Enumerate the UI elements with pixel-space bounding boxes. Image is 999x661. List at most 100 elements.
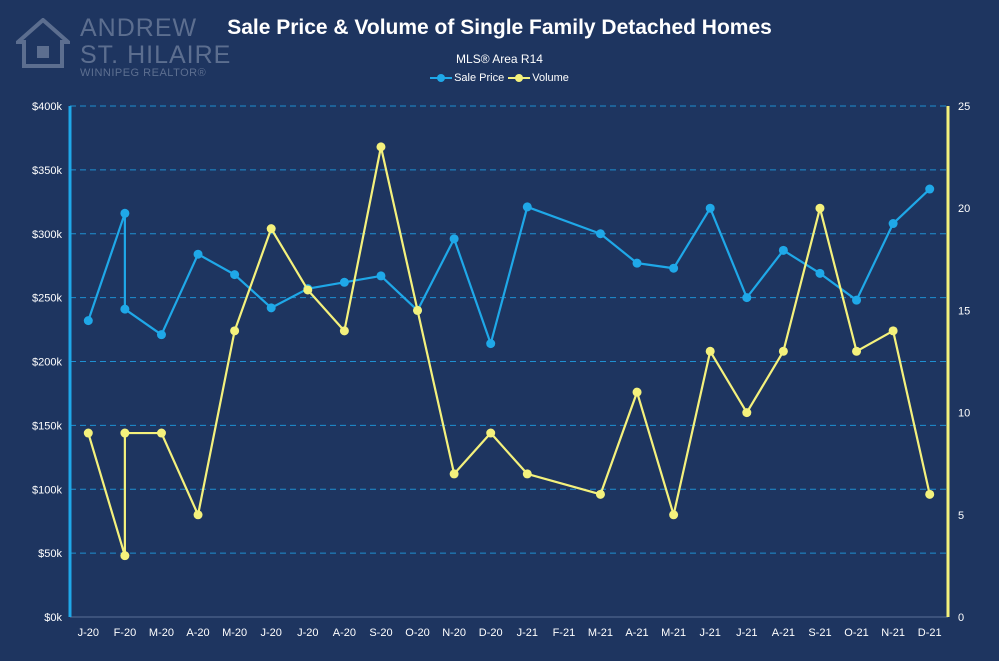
data-point-volume — [376, 142, 386, 152]
data-point-volume — [669, 510, 679, 520]
data-point-volume — [156, 428, 166, 438]
logo-line-surname: ST. HILAIRE — [80, 41, 232, 69]
logo-line-tagline: WINNIPEG REALTOR® — [80, 67, 207, 79]
legend-label-sale-price: Sale Price — [454, 72, 505, 84]
y-left-tick-label: $300k — [32, 229, 62, 241]
data-point-sale-price — [376, 271, 386, 281]
data-point-volume — [852, 346, 862, 356]
data-point-sale-price — [522, 202, 532, 212]
y-right-tick-label: 25 — [958, 101, 970, 113]
data-point-volume — [778, 346, 788, 356]
y-left-tick-label: $50k — [38, 548, 62, 560]
data-point-sale-price — [83, 316, 93, 326]
data-point-sale-price — [888, 219, 898, 229]
data-point-sale-price — [120, 304, 130, 314]
x-tick-label: O-20 — [405, 627, 429, 639]
data-point-volume — [742, 408, 752, 418]
chart-title: Sale Price & Volume of Single Family Det… — [227, 16, 772, 39]
data-point-sale-price — [230, 270, 240, 280]
house-icon — [16, 18, 70, 68]
data-point-sale-price — [925, 184, 935, 194]
data-point-sale-price — [193, 249, 203, 259]
x-tick-label: J-21 — [700, 627, 721, 639]
data-point-sale-price — [705, 203, 715, 213]
y-left-tick-label: $0k — [44, 612, 62, 624]
data-point-sale-price — [669, 263, 679, 273]
data-point-volume — [193, 510, 203, 520]
data-point-volume — [522, 469, 532, 479]
series-line-sale-price — [87, 188, 931, 345]
y-left-tick-label: $250k — [32, 293, 62, 305]
x-tick-label: A-21 — [772, 627, 795, 639]
data-point-sale-price — [815, 268, 825, 278]
x-tick-label: J-20 — [261, 627, 282, 639]
y-left-tick-label: $100k — [32, 484, 62, 496]
y-left-tick-label: $150k — [32, 420, 62, 432]
data-point-volume — [413, 305, 423, 315]
x-tick-label: A-20 — [333, 627, 356, 639]
x-tick-label: M-20 — [222, 627, 247, 639]
data-point-volume — [230, 326, 240, 336]
logo-line-name: ANDREW — [80, 14, 198, 42]
data-point-sale-price — [266, 303, 276, 313]
x-tick-label: D-21 — [918, 627, 942, 639]
data-point-sale-price — [595, 229, 605, 239]
x-tick-label: F-20 — [114, 627, 137, 639]
data-point-sale-price — [852, 295, 862, 305]
x-tick-label: A-20 — [186, 627, 209, 639]
legend-label-volume: Volume — [532, 72, 569, 84]
data-point-sale-price — [156, 330, 166, 340]
y-right-tick-label: 0 — [958, 612, 964, 624]
data-point-sale-price — [120, 208, 130, 218]
data-point-sale-price — [778, 245, 788, 255]
y-left-tick-label: $400k — [32, 101, 62, 113]
x-tick-label: S-21 — [808, 627, 831, 639]
y-right-tick-label: 15 — [958, 305, 970, 317]
realtor-logo: ANDREW ST. HILAIRE WINNIPEG REALTOR® — [16, 14, 231, 80]
data-point-sale-price — [742, 293, 752, 303]
x-tick-label: N-20 — [442, 627, 466, 639]
x-tick-label: M-21 — [588, 627, 613, 639]
data-point-volume — [120, 428, 130, 438]
y-right-tick-label: 20 — [958, 203, 970, 215]
y-left-tick-label: $350k — [32, 165, 62, 177]
legend-swatch-volume — [508, 74, 531, 82]
y-left-tick-label: $200k — [32, 357, 62, 369]
legend-item-volume: Volume — [508, 72, 569, 84]
x-tick-label: D-20 — [479, 627, 503, 639]
x-tick-label: N-21 — [881, 627, 905, 639]
data-point-volume — [595, 489, 605, 499]
chart-legend: Sale Price Volume — [0, 72, 999, 84]
x-tick-label: J-20 — [78, 627, 99, 639]
data-point-volume — [632, 387, 642, 397]
data-point-sale-price — [449, 234, 459, 244]
x-tick-label: O-21 — [844, 627, 868, 639]
data-point-volume — [266, 224, 276, 234]
data-point-volume — [83, 428, 93, 438]
y-right-tick-label: 5 — [958, 510, 964, 522]
x-tick-label: M-20 — [149, 627, 174, 639]
x-tick-label: J-21 — [736, 627, 757, 639]
data-point-volume — [120, 551, 130, 561]
legend-item-sale-price: Sale Price — [430, 72, 504, 84]
data-point-volume — [449, 469, 459, 479]
x-tick-label: A-21 — [625, 627, 648, 639]
data-point-volume — [339, 326, 349, 336]
data-point-volume — [815, 203, 825, 213]
x-tick-label: S-20 — [369, 627, 392, 639]
x-tick-label: J-21 — [517, 627, 538, 639]
y-right-tick-label: 10 — [958, 408, 970, 420]
x-tick-label: F-21 — [553, 627, 576, 639]
x-tick-label: M-21 — [661, 627, 686, 639]
data-point-volume — [486, 428, 496, 438]
legend-swatch-sale-price — [430, 74, 453, 82]
data-point-volume — [705, 346, 715, 356]
data-point-sale-price — [486, 339, 496, 349]
data-point-sale-price — [632, 258, 642, 268]
series-line-volume — [87, 145, 931, 557]
x-tick-label: J-20 — [297, 627, 318, 639]
chart-subtitle: MLS® Area R14 — [456, 52, 543, 66]
data-point-sale-price — [339, 277, 349, 287]
